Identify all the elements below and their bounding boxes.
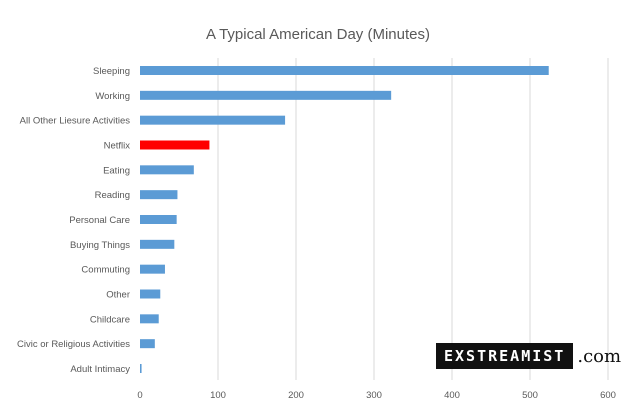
x-tick-label: 300 [366,390,382,401]
category-label: Netflix [104,141,131,152]
bar [140,190,178,200]
bar [140,66,549,75]
gridlines [217,58,609,380]
x-tick-label: 200 [288,390,304,401]
category-label: Civic or Religious Activities [17,339,130,350]
x-tick-label: 400 [444,390,460,401]
logo-brand: EXSTREAMIST [436,343,574,369]
category-label: Eating [103,165,130,176]
category-label: All Other Liesure Activities [20,116,131,127]
bar [140,140,210,150]
category-label: Childcare [90,314,130,325]
category-label: Working [95,91,130,102]
category-label: Sleeping [93,66,130,77]
x-tick-label: 600 [600,390,616,401]
bars [140,66,549,373]
bar [140,289,161,299]
category-label: Buying Things [70,240,130,251]
bar [140,239,175,249]
x-tick-label: 100 [210,390,226,401]
category-label: Personal Care [69,215,130,226]
bar [140,339,155,349]
category-label: Other [106,290,130,301]
bar [140,264,165,274]
category-labels: Sleeping Working All Other Liesure Activit… [17,66,130,375]
logo-suffix: .com [577,345,622,367]
category-label: Reading [95,190,130,201]
x-tick-labels: 0 100 200 300 400 500 600 [137,390,616,401]
exstreamist-logo: EXSTREAMIST .com [436,343,621,369]
bar [140,115,286,125]
x-tick-label: 0 [137,390,142,401]
bar [140,215,177,224]
bar [140,364,142,373]
bar [140,90,392,100]
bar [140,314,159,324]
x-tick-label: 500 [522,390,538,401]
bar [140,165,194,175]
category-label: Adult Intimacy [70,364,130,375]
chart-title: A Typical American Day (Minutes) [206,26,430,43]
category-label: Commuting [81,265,130,276]
